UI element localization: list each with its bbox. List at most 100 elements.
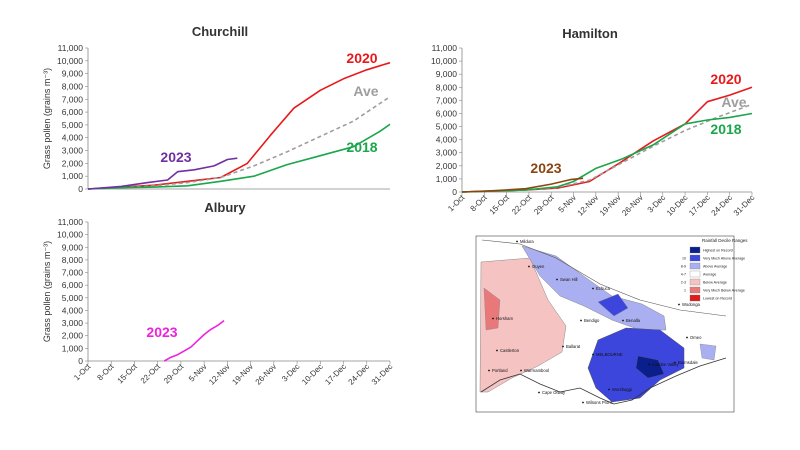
- map-place-label: Mildura: [520, 239, 534, 244]
- y-tick-label: 7,000: [436, 95, 458, 105]
- series-label-2018: 2018: [346, 139, 377, 155]
- x-tick-label: 19-Nov: [230, 362, 255, 387]
- y-tick-label: 5,000: [62, 120, 84, 130]
- map-legend-value: 4-7: [681, 273, 686, 277]
- y-tick-label: 8,000: [62, 255, 84, 265]
- x-tick-label: 24-Dec: [710, 193, 735, 218]
- chart-churchill: Churchill 0 1,000 2,000 3,000 4,000 5,000 6,000…: [42, 24, 391, 194]
- y-tick-label: 1,000: [436, 174, 458, 184]
- map-coastline: [480, 357, 727, 405]
- series-line-2023: [87, 157, 238, 190]
- y-tick-label: 0: [452, 187, 457, 197]
- x-tick-label: 17-Dec: [687, 193, 712, 218]
- series-label-ave: Ave: [721, 94, 746, 110]
- y-tick-label: 2,000: [62, 331, 84, 341]
- map-place-dot: [674, 361, 676, 364]
- y-tick-label: 9,000: [62, 69, 84, 79]
- series-label-2020: 2020: [346, 50, 377, 66]
- series-label-2018: 2018: [710, 121, 741, 137]
- map-legend-swatch: [689, 286, 701, 294]
- y-tick-label: 4,000: [62, 133, 84, 143]
- y-tick-label: 3,000: [62, 146, 84, 156]
- x-tick-label: 12-Nov: [207, 362, 232, 387]
- y-tick-label: 1,000: [62, 343, 84, 353]
- map-place-dot: [678, 303, 680, 306]
- x-tick-label: 31-Dec: [370, 362, 395, 387]
- map-place-dot: [592, 353, 594, 356]
- x-tick-label: 10-Dec: [300, 362, 325, 387]
- y-tick-label: 7,000: [62, 268, 84, 278]
- y-tick-label: 0: [78, 184, 83, 194]
- series-line-2018: [87, 123, 391, 190]
- series-label-2023: 2023: [160, 149, 191, 165]
- map-place-dot: [622, 319, 624, 322]
- map-place-dot: [592, 287, 594, 290]
- x-tick-label: 29-Oct: [532, 193, 556, 217]
- y-tick-label: 6,000: [62, 107, 84, 117]
- map-legend-label: Highest on Record: [703, 249, 733, 253]
- y-tick-label: 7,000: [62, 94, 84, 104]
- map-legend-value: 1: [684, 289, 686, 293]
- map-region-very-much-above-south: [587, 327, 685, 403]
- map-legend-swatch: [689, 294, 701, 302]
- map-legend-swatch: [689, 246, 701, 254]
- map-place-dot: [580, 319, 582, 322]
- map-place-label: Latrobe Valley: [652, 362, 679, 367]
- map-place-dot: [528, 265, 530, 268]
- y-tick-label: 10,000: [57, 230, 83, 240]
- x-tick-label: 12-Nov: [576, 193, 601, 218]
- y-axis-label: Grass pollen (grains m⁻³): [42, 68, 52, 169]
- map-place-dot: [556, 278, 558, 281]
- x-tick-label: 22-Oct: [139, 362, 163, 386]
- x-tick-label: 17-Dec: [323, 362, 348, 387]
- y-tick-label: 6,000: [436, 108, 458, 118]
- y-tick-label: 11,000: [58, 43, 84, 53]
- y-tick-label: 3,000: [436, 148, 458, 158]
- map-place-label: Swan Hill: [560, 277, 578, 282]
- series-line-2018: [461, 112, 753, 193]
- map-region-below-average: [479, 257, 567, 393]
- map-place-dot: [538, 391, 540, 394]
- x-tick-label: 26-Nov: [254, 362, 279, 387]
- x-tick-label: 24-Dec: [347, 362, 372, 387]
- x-tick-label: 8-Oct: [469, 193, 490, 214]
- map-legend-swatch: [689, 254, 701, 262]
- map-legend-swatch: [689, 278, 701, 286]
- map-legend-swatch: [689, 262, 701, 270]
- y-tick-label: 2,000: [436, 161, 458, 171]
- map-legend-label: Lowest on Record: [703, 297, 732, 301]
- y-tick-label: 0: [78, 356, 83, 366]
- y-tick-label: 4,000: [436, 135, 458, 145]
- y-tick-label: 10,000: [57, 56, 83, 66]
- series-line-ave: [461, 103, 753, 193]
- map-place-dot: [496, 349, 498, 352]
- x-tick-label: 26-Nov: [620, 193, 645, 218]
- map-region-very-much-below: [483, 287, 501, 331]
- x-tick-label: 3-Dec: [280, 362, 301, 383]
- map-place-dot: [492, 317, 494, 320]
- y-tick-label: 8,000: [436, 82, 458, 92]
- map-place-label: Wodonga: [682, 302, 701, 307]
- x-tick-label: 1-Oct: [446, 193, 467, 214]
- map-place-label: Warrnambool: [524, 368, 549, 373]
- series-label-2020: 2020: [710, 71, 741, 87]
- y-tick-label: 4,000: [62, 305, 84, 315]
- y-tick-label: 5,000: [436, 122, 458, 132]
- rainfall-map: Rainfall Decile Ranges Highest on Record 1…: [475, 235, 748, 413]
- chart-albury: Albury 0 1,000 2,000 3,000 4,000 5,000 6,000 7,0…: [42, 200, 394, 387]
- map-legend-value: 2-3: [681, 281, 686, 285]
- map-legend-label: Very Much Below Average: [703, 289, 745, 293]
- map-legend-label: Very Much Above Average: [703, 257, 745, 261]
- map-legend-swatch: [689, 270, 701, 278]
- map-place-dot: [516, 240, 518, 243]
- map-place-label: Omeo: [690, 335, 702, 340]
- y-tick-label: 6,000: [62, 280, 84, 290]
- map-place-label: Echuca: [596, 286, 611, 291]
- map-place-label: Horsham: [496, 316, 513, 321]
- map-place-dot: [488, 369, 490, 372]
- map-place-label: Wonthaggi: [612, 387, 632, 392]
- x-tick-label: 22-Oct: [510, 193, 534, 217]
- y-tick-label: 3,000: [62, 318, 84, 328]
- map-legend: Rainfall Decile Ranges Highest on Record 1…: [681, 238, 748, 302]
